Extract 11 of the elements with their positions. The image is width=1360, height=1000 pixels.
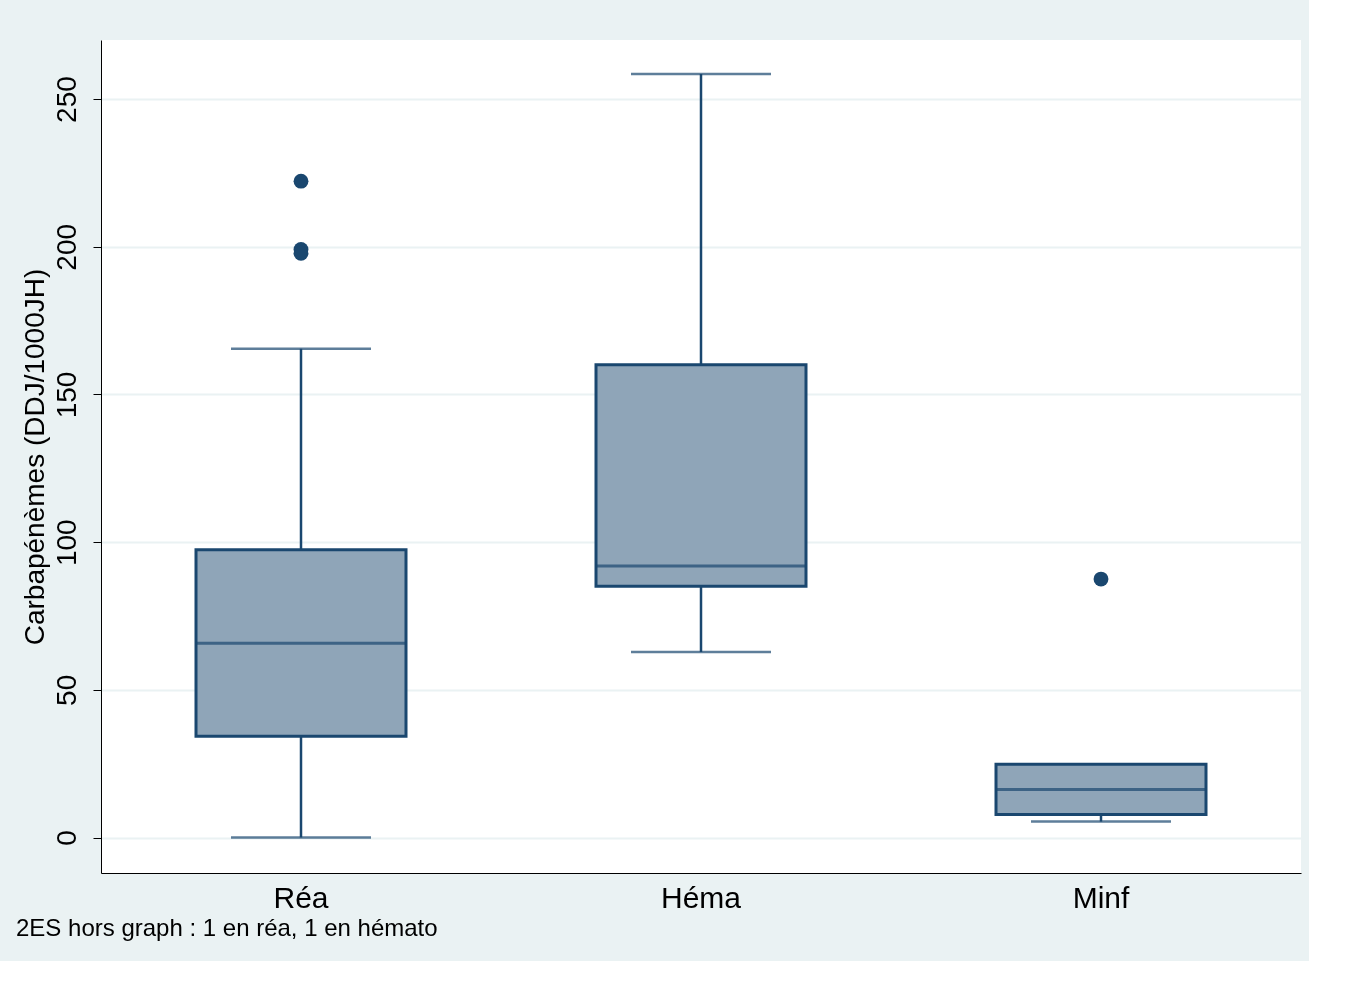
y-tick-label: 150 <box>50 371 82 419</box>
x-tick-label: Héma <box>660 880 742 914</box>
y-tick-label: 0 <box>50 830 82 846</box>
y-tick-label: 200 <box>50 223 82 271</box>
x-tick-label: Minf <box>1072 880 1130 914</box>
x-tick-label: Réa <box>273 880 329 914</box>
y-axis-title: Carbapénèmes (DDJ/1000JH) <box>18 268 50 646</box>
y-tick-label: 100 <box>50 519 82 567</box>
y-tick-label: 50 <box>50 674 82 706</box>
y-tick-label: 250 <box>50 76 82 123</box>
text: 2ES hors graph : 1 en réa, 1 en hémato <box>16 914 438 941</box>
